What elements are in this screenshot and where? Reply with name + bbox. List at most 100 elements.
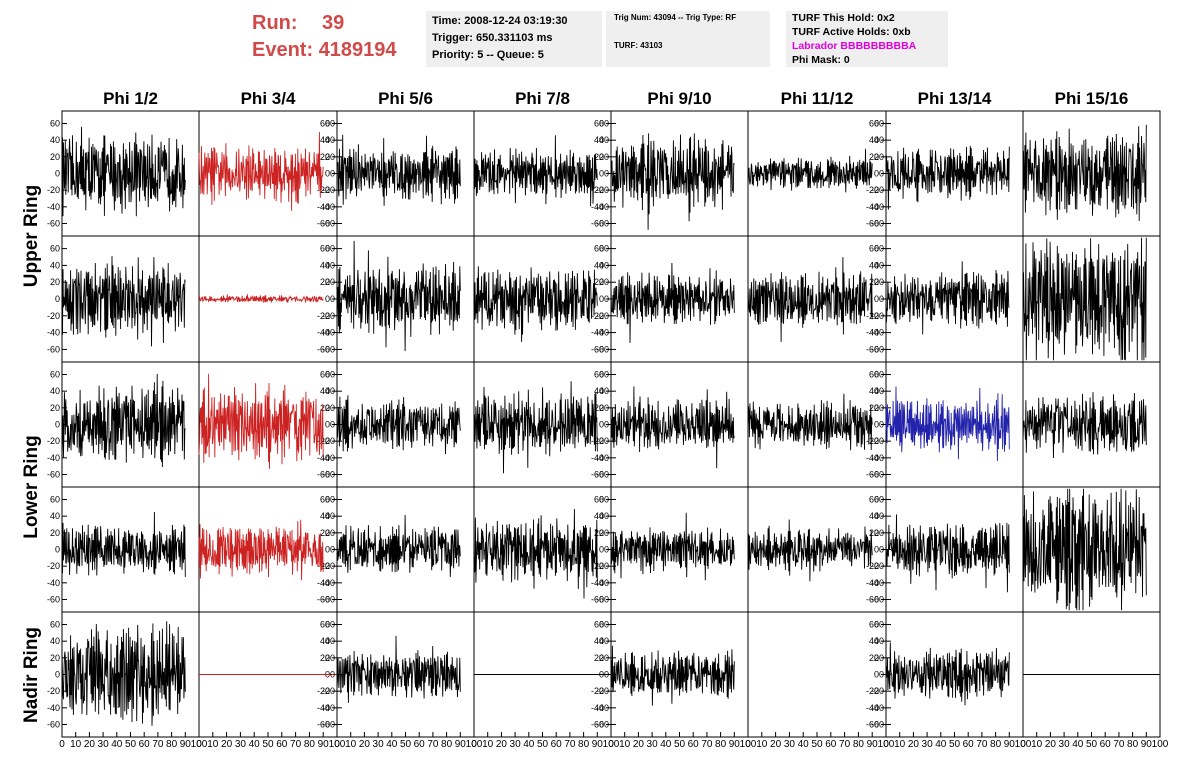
y-tick-label: 0 [325, 420, 330, 430]
y-tick-label: 20 [325, 653, 335, 663]
x-tick-label: 60 [276, 739, 288, 750]
y-tick-label: 40 [599, 135, 609, 145]
y-tick-label: 60 [869, 370, 879, 380]
y-tick-label: -60 [591, 470, 604, 480]
y-tick-label: 0 [325, 169, 330, 179]
y-tick-label: -60 [322, 470, 335, 480]
waveform-trace [885, 386, 1010, 462]
y-tick-label: -60 [866, 219, 879, 229]
x-tick-label: 0 [334, 739, 340, 750]
x-tick-label: 90 [867, 739, 879, 750]
y-tick-label: 20 [874, 528, 884, 538]
y-tick-label: 0 [879, 545, 884, 555]
waveform-trace [61, 511, 186, 578]
x-tick-label: 100 [878, 739, 895, 750]
y-tick-label: 0 [874, 294, 879, 304]
y-tick-label: -60 [317, 720, 330, 730]
x-tick-label: 70 [976, 739, 988, 750]
event-label: Event: [252, 39, 314, 61]
waveform-trace [885, 642, 1010, 706]
y-tick-label: -60 [322, 219, 335, 229]
x-tick-label: 30 [1059, 739, 1071, 750]
y-tick-label: 0 [330, 294, 335, 304]
y-tick-label: 40 [320, 386, 330, 396]
y-tick-label: 20 [869, 403, 879, 413]
y-tick-label: 0 [55, 294, 60, 304]
waveform-trace [610, 133, 735, 230]
y-tick-label: 0 [330, 169, 335, 179]
waveform-trace [885, 145, 1010, 210]
y-tick-label: -40 [47, 453, 60, 463]
x-tick-label: 20 [633, 739, 645, 750]
y-tick-label: 60 [869, 495, 879, 505]
y-tick-label: 40 [50, 135, 60, 145]
y-tick-label: 20 [320, 403, 330, 413]
y-tick-label: -20 [866, 185, 879, 195]
y-tick-label: -20 [871, 185, 884, 195]
y-tick-label: 60 [594, 620, 604, 630]
y-tick-label: 60 [325, 370, 335, 380]
y-tick-label: 0 [604, 545, 609, 555]
y-tick-label: -60 [596, 595, 609, 605]
x-tick-label: 50 [125, 739, 137, 750]
x-tick-label: 0 [608, 739, 614, 750]
y-tick-label: 60 [874, 495, 884, 505]
y-tick-label: -40 [322, 703, 335, 713]
run-event-box: Run: 39 Event: 4189194 [252, 10, 397, 64]
y-tick-label: 20 [599, 653, 609, 663]
y-tick-label: 0 [879, 294, 884, 304]
x-tick-label: 100 [329, 739, 346, 750]
run-line: Run: 39 [252, 10, 397, 37]
y-tick-label: 60 [50, 620, 60, 630]
y-tick-label: 60 [869, 119, 879, 129]
x-tick-label: 40 [249, 739, 261, 750]
x-tick-label: 70 [290, 739, 302, 750]
waveform-trace [747, 519, 873, 582]
y-tick-label: 20 [874, 277, 884, 287]
x-tick-label: 30 [647, 739, 659, 750]
y-tick-label: -40 [866, 328, 879, 338]
x-tick-label: 90 [455, 739, 467, 750]
waveform-trace [1022, 124, 1147, 222]
column-header: Phi 13/14 [918, 89, 992, 108]
y-tick-label: -60 [47, 470, 60, 480]
y-tick-label: 0 [325, 545, 330, 555]
y-tick-label: -40 [591, 578, 604, 588]
x-tick-label: 90 [592, 739, 604, 750]
y-tick-label: -20 [596, 686, 609, 696]
y-tick-label: 20 [869, 277, 879, 287]
y-tick-label: 60 [50, 244, 60, 254]
y-tick-label: -20 [591, 686, 604, 696]
waveform-trace [336, 395, 461, 455]
x-tick-label: 60 [414, 739, 426, 750]
y-tick-label: -20 [322, 561, 335, 571]
y-tick-label: 40 [50, 511, 60, 521]
y-tick-label: -40 [866, 703, 879, 713]
x-tick-label: 20 [496, 739, 508, 750]
waveform-trace [747, 148, 873, 193]
y-tick-label: -60 [596, 344, 609, 354]
y-tick-label: -60 [322, 595, 335, 605]
x-tick-label: 10 [482, 739, 494, 750]
x-tick-label: 70 [564, 739, 576, 750]
y-tick-label: -40 [871, 703, 884, 713]
y-tick-label: -60 [866, 720, 879, 730]
y-tick-label: -20 [596, 436, 609, 446]
y-tick-label: -60 [866, 595, 879, 605]
x-tick-label: 60 [688, 739, 700, 750]
run-label: Run: [252, 12, 298, 34]
y-tick-label: -20 [866, 436, 879, 446]
y-tick-label: -20 [871, 436, 884, 446]
y-tick-label: -60 [322, 720, 335, 730]
labrador-text: Labrador BBBBBBBBBA [792, 40, 917, 52]
y-tick-label: -40 [322, 202, 335, 212]
y-tick-label: 0 [599, 294, 604, 304]
y-tick-label: 0 [325, 294, 330, 304]
y-tick-label: -60 [871, 344, 884, 354]
y-tick-label: 60 [50, 495, 60, 505]
waveform-trace [336, 514, 461, 577]
y-tick-label: 60 [869, 244, 879, 254]
y-tick-label: 20 [320, 277, 330, 287]
y-tick-label: 60 [320, 244, 330, 254]
